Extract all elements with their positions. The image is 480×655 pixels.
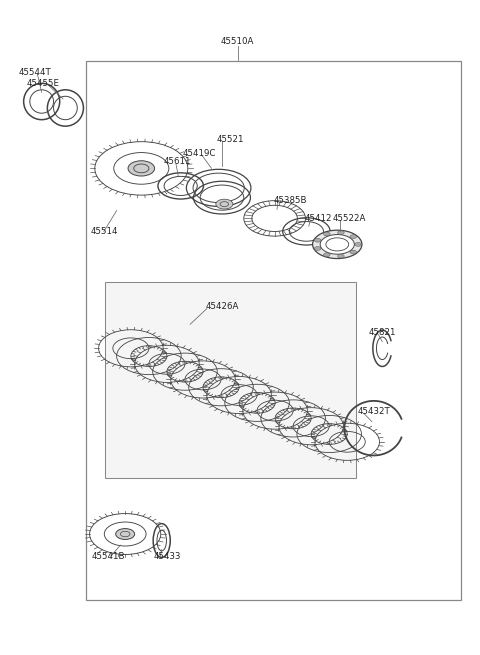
Ellipse shape — [337, 254, 344, 258]
Text: 45385B: 45385B — [273, 196, 307, 206]
Ellipse shape — [324, 232, 330, 236]
Text: 45522A: 45522A — [333, 214, 366, 223]
Bar — [86, 61, 461, 600]
Text: 45433: 45433 — [154, 552, 181, 561]
Polygon shape — [105, 282, 356, 478]
Ellipse shape — [216, 199, 233, 209]
Ellipse shape — [312, 230, 362, 259]
Ellipse shape — [350, 234, 357, 238]
Text: 45544T: 45544T — [18, 67, 51, 77]
Text: 45541B: 45541B — [92, 552, 125, 561]
Ellipse shape — [324, 253, 330, 257]
Ellipse shape — [320, 234, 354, 254]
Text: 45419C: 45419C — [182, 149, 216, 158]
Text: 45611: 45611 — [163, 157, 191, 166]
Text: 45521: 45521 — [216, 135, 244, 143]
Ellipse shape — [314, 238, 321, 242]
Ellipse shape — [350, 250, 357, 254]
Ellipse shape — [314, 246, 321, 250]
Text: 45432T: 45432T — [358, 407, 390, 417]
Ellipse shape — [116, 529, 135, 540]
Ellipse shape — [337, 231, 344, 234]
Text: 45821: 45821 — [368, 328, 396, 337]
Text: 45514: 45514 — [91, 227, 118, 236]
Text: 45426A: 45426A — [206, 302, 239, 311]
Text: 45455E: 45455E — [26, 79, 60, 88]
Text: 45412: 45412 — [305, 214, 333, 223]
Ellipse shape — [355, 242, 361, 246]
Ellipse shape — [128, 160, 155, 176]
Text: 45510A: 45510A — [221, 37, 254, 47]
